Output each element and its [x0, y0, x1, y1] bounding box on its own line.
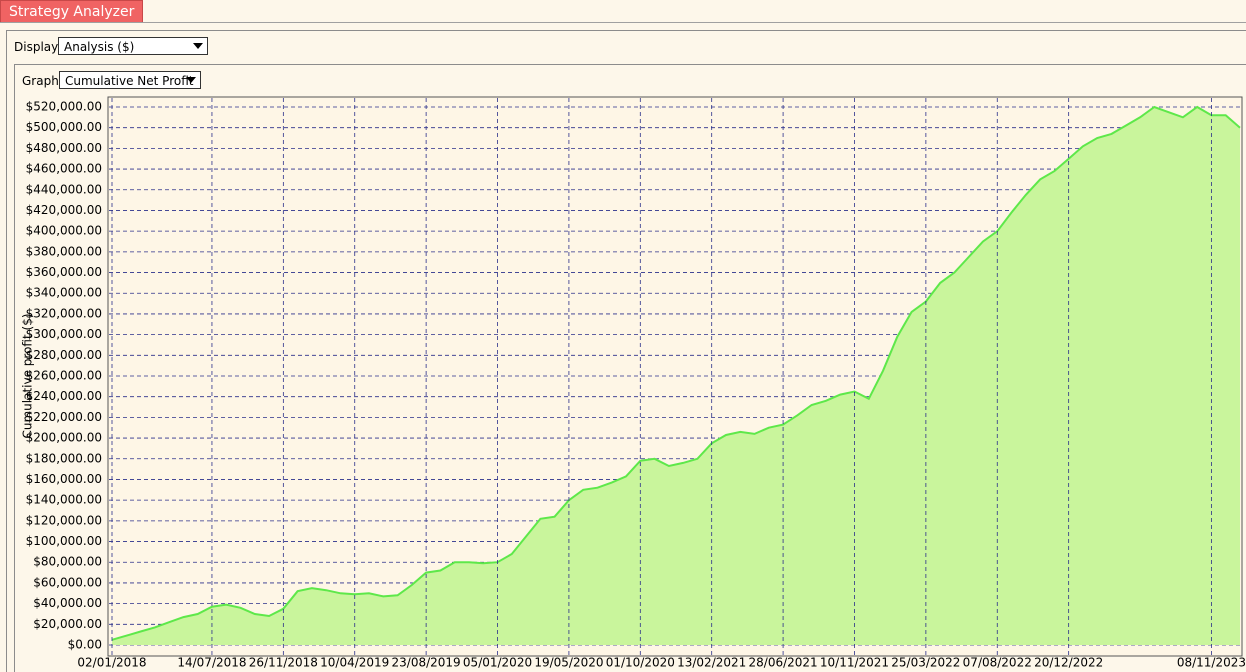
y-tick-label: $420,000.00	[26, 203, 102, 217]
x-tick-label: 14/07/2018	[177, 656, 246, 670]
dropdown-arrow	[186, 77, 196, 83]
y-tick-label: $480,000.00	[26, 141, 102, 155]
y-tick-label: $20,000.00	[33, 617, 102, 631]
x-tick-label: 23/08/2019	[392, 656, 461, 670]
y-tick-label: $260,000.00	[26, 369, 102, 383]
display-label: Display	[14, 40, 59, 54]
x-tick-label: 13/02/2021	[677, 656, 746, 670]
display-select[interactable]: Analysis ($)	[58, 37, 208, 55]
y-tick-label: $140,000.00	[26, 493, 102, 507]
divider	[0, 22, 1246, 23]
y-tick-label: $60,000.00	[33, 575, 102, 589]
y-tick-label: $80,000.00	[33, 555, 102, 569]
y-tick-label: $180,000.00	[26, 451, 102, 465]
x-tick-label: 26/11/2018	[249, 656, 318, 670]
y-tick-label: $500,000.00	[26, 120, 102, 134]
x-tick-label: 10/04/2019	[320, 656, 389, 670]
x-tick-label: 01/10/2020	[606, 656, 675, 670]
y-axis-title: Cumulative profit ($)	[21, 313, 35, 438]
x-tick-label: 20/12/2022	[1034, 656, 1103, 670]
y-tick-label: $320,000.00	[26, 306, 102, 320]
x-tick-label: 08/11/2023	[1177, 656, 1246, 670]
y-tick-label: $40,000.00	[33, 596, 102, 610]
y-tick-label: $280,000.00	[26, 348, 102, 362]
x-tick-label: 07/08/2022	[963, 656, 1032, 670]
y-tick-label: $340,000.00	[26, 286, 102, 300]
y-tick-label: $460,000.00	[26, 162, 102, 176]
y-tick-label: $200,000.00	[26, 431, 102, 445]
graph-label: Graph	[22, 74, 59, 88]
y-tick-label: $360,000.00	[26, 265, 102, 279]
y-tick-label: $400,000.00	[26, 224, 102, 238]
x-tick-label: 19/05/2020	[534, 656, 603, 670]
tab[interactable]: Strategy Analyzer	[0, 0, 144, 23]
x-tick-label: 05/01/2020	[463, 656, 532, 670]
y-tick-label: $0.00	[68, 638, 102, 652]
area	[112, 107, 1240, 645]
line	[111, 105, 1241, 641]
panel	[6, 30, 1246, 672]
dropdown-arrow	[193, 43, 203, 49]
y-tick-label: $380,000.00	[26, 244, 102, 258]
y-tick-label: $440,000.00	[26, 182, 102, 196]
x-tick-label: 28/06/2021	[749, 656, 818, 670]
x-tick-label: 10/11/2021	[820, 656, 889, 670]
x-tick-label: 25/03/2022	[891, 656, 960, 670]
graph-select[interactable]: Cumulative Net Profit	[59, 71, 201, 89]
y-tick-label: $160,000.00	[26, 472, 102, 486]
y-tick-label: $100,000.00	[26, 534, 102, 548]
y-tick-label: $220,000.00	[26, 410, 102, 424]
x-tick-label: 02/01/2018	[77, 656, 146, 670]
graph-value: Cumulative Net Profit	[65, 74, 194, 88]
display-value: Analysis ($)	[64, 40, 135, 54]
y-tick-label: $120,000.00	[26, 513, 102, 527]
y-tick-label: $520,000.00	[26, 100, 102, 114]
graph-panel	[14, 64, 1246, 672]
y-tick-label: $300,000.00	[26, 327, 102, 341]
y-tick-label: $240,000.00	[26, 389, 102, 403]
